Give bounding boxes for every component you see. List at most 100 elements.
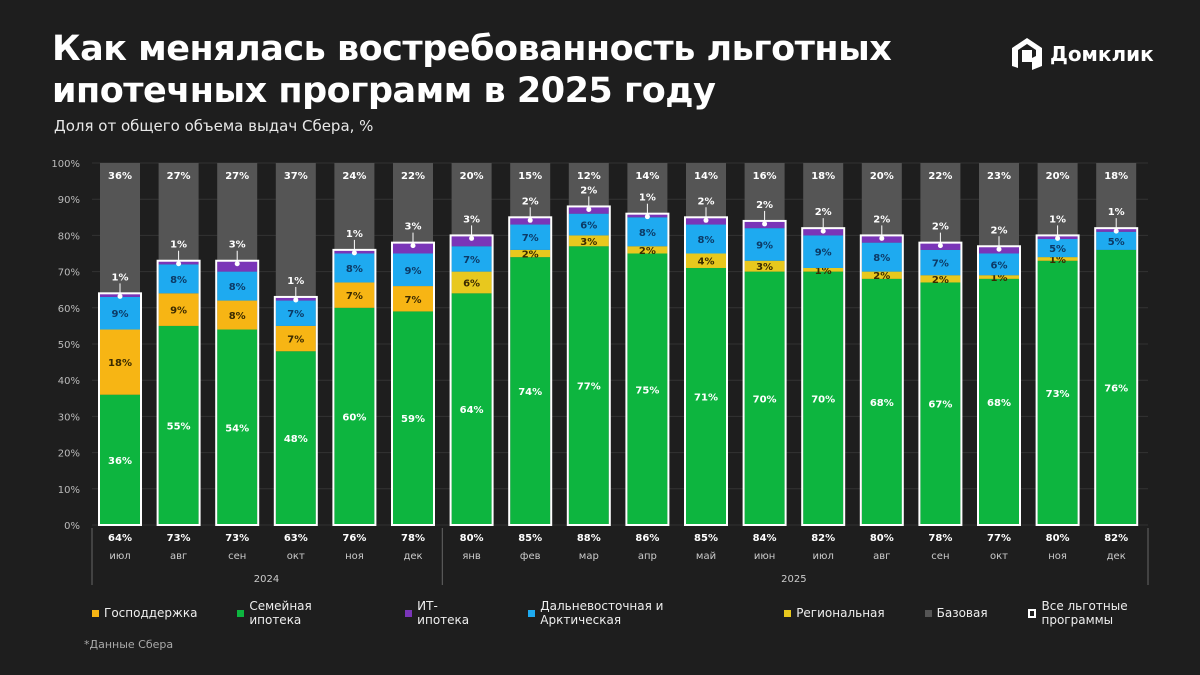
data-label: 59% [401,414,425,425]
x-tick-label: сен [228,551,246,562]
bar-segment [334,282,375,308]
y-tick-label: 60% [58,304,80,315]
data-label-it: 1% [287,276,304,287]
data-label: 9% [112,309,129,320]
legend-label: Региональная [796,606,885,620]
data-label: 8% [873,253,890,264]
data-label: 64% [460,405,484,416]
x-tick-label: мар [579,551,599,562]
y-tick-label: 90% [58,195,80,206]
bar-segment [393,253,433,287]
total-label: 64% [108,533,132,544]
total-label: 80% [1046,533,1070,544]
x-tick-label: янв [462,551,481,562]
domclick-logo: Домклик [1010,36,1154,72]
bar-segment [510,249,551,258]
leader-dot [527,217,533,223]
bar-segment [568,213,609,236]
data-label: 6% [463,278,480,289]
data-label: 7% [346,291,363,302]
total-label: 78% [401,533,425,544]
x-tick-label: сен [931,551,949,562]
data-label-bazovaya: 12% [577,171,601,182]
data-label-it: 1% [346,229,363,240]
total-label: 82% [1104,533,1128,544]
data-label: 9% [405,266,422,277]
data-label-it: 2% [580,185,597,196]
data-label: 75% [635,385,659,396]
data-label: 1% [815,266,832,277]
y-tick-label: 10% [58,485,80,496]
bar-segment [1037,239,1078,258]
bar-segment [861,278,902,525]
bar-segment [451,271,492,294]
legend-swatch [1027,608,1037,618]
y-tick-label: 30% [58,412,80,423]
data-label: 1% [991,273,1008,284]
data-label-bazovaya: 23% [987,171,1011,182]
y-tick-label: 40% [58,376,80,387]
data-label: 68% [987,398,1011,409]
data-label-it: 1% [639,193,656,204]
legend-item: Региональная [784,599,885,627]
data-label: 6% [991,260,1008,271]
bar-segment [568,246,609,525]
data-label-bazovaya: 20% [1046,171,1070,182]
y-tick-label: 70% [58,268,80,279]
data-label: 2% [873,271,890,282]
data-label: 7% [932,259,949,270]
data-label: 71% [694,392,718,403]
bar-segment [100,329,140,395]
data-label: 18% [108,358,132,369]
leader-dot [176,261,182,267]
bar-segment [744,228,785,261]
bar-segment [920,282,961,525]
data-label-bazovaya: 16% [753,171,777,182]
leader-dot [351,250,357,256]
x-tick-label: авг [170,551,187,562]
data-label-it: 1% [170,240,187,251]
bar-segment [627,253,668,525]
data-label-it: 2% [932,222,949,233]
data-label-bazovaya: 27% [167,171,191,182]
data-label: 5% [1108,237,1125,248]
bar-segment [627,246,668,254]
data-label: 48% [284,434,308,445]
data-label: 2% [932,275,949,286]
data-label-bazovaya: 14% [635,171,659,182]
bar-segment [510,224,551,250]
bar-segment [686,224,726,254]
x-tick-label: окт [287,551,305,562]
legend-label: Дальневосточная и Арктическая [540,599,664,627]
bar-segment [568,235,609,247]
data-label: 9% [815,248,832,259]
bar-segment [979,278,1019,525]
legend: Господдержка Семейная ипотека ИТ-ипотека Да… [92,599,1200,627]
data-label-it: 2% [873,214,890,225]
bar-segment [158,264,199,294]
x-tick-label: дек [403,551,422,562]
x-tick-label: ноя [1048,551,1067,562]
data-label: 3% [580,237,597,248]
legend-item: ИТ-ипотека [405,599,488,627]
data-label: 2% [522,250,539,261]
data-label-it: 2% [522,196,539,207]
bar-segment [1037,260,1078,525]
footnote: *Данные Сбера [84,638,174,651]
bar-segment [803,267,844,272]
total-label: 80% [460,533,484,544]
x-tick-label: апр [638,551,657,562]
data-label: 8% [170,275,187,286]
leader-dot [762,221,768,227]
data-label: 5% [1049,244,1066,255]
bar-segment [100,296,140,330]
bar-segment [920,249,961,276]
data-label-it: 1% [1108,207,1125,218]
legend-swatch [784,609,792,617]
total-label: 88% [577,533,601,544]
leader-dot [234,261,240,267]
bar-segment [451,293,492,525]
bar-segment [979,253,1019,276]
data-label: 8% [346,264,363,275]
